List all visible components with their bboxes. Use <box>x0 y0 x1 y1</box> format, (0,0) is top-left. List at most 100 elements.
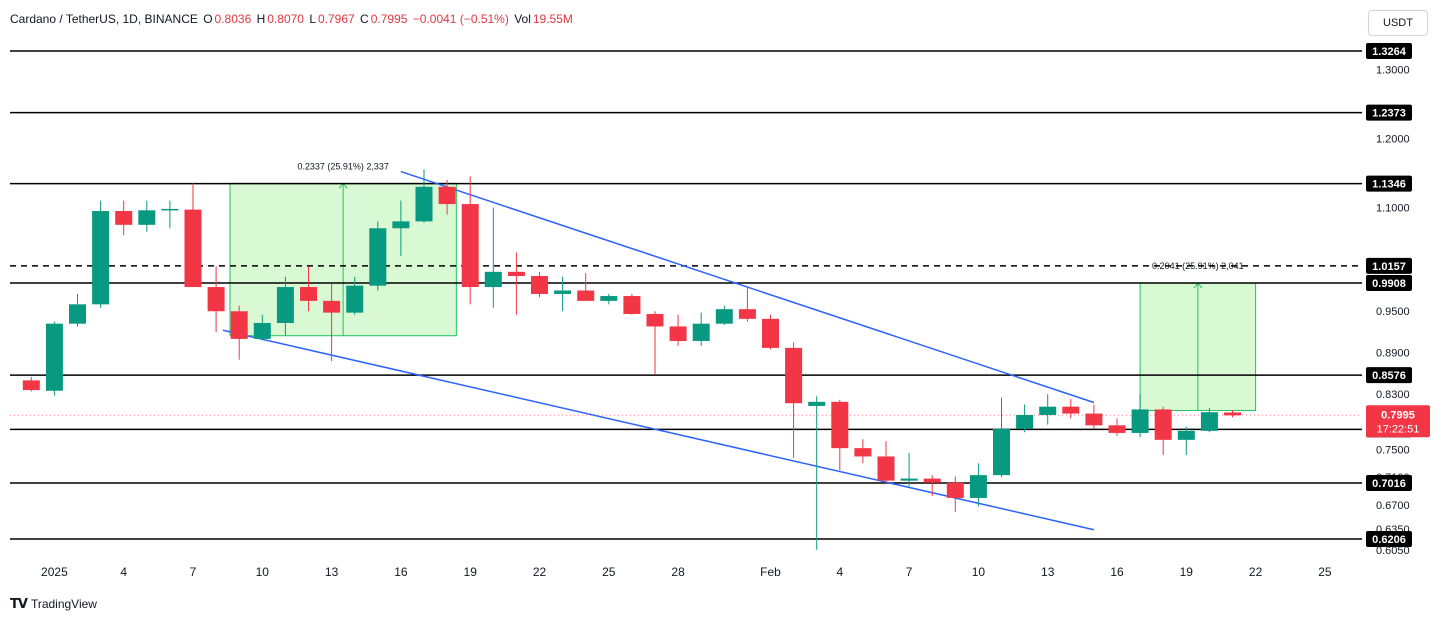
candle-body <box>738 309 756 319</box>
tradingview-logo[interactable]: 𝗧𝗩 TradingView <box>10 596 97 612</box>
x-tick-label: 28 <box>671 565 685 579</box>
y-tick-label: 1.2000 <box>1376 133 1410 145</box>
candle-body <box>300 287 317 301</box>
level-price-tag-text: 1.2373 <box>1372 108 1406 120</box>
symbol-title: Cardano / TetherUS, 1D, BINANCE <box>10 12 198 26</box>
level-price-tag <box>1366 43 1412 59</box>
level-price-tag <box>1366 531 1412 547</box>
candle-body <box>1131 409 1149 433</box>
close-value: 0.7995 <box>370 12 408 26</box>
candle-body <box>230 311 248 339</box>
candle-body <box>1224 412 1241 416</box>
candle-body <box>461 204 479 288</box>
candle-body <box>346 285 364 313</box>
candle-body <box>715 309 733 324</box>
level-price-tag-text: 1.0157 <box>1372 261 1406 273</box>
candle-body <box>207 287 225 312</box>
x-tick-label: 19 <box>464 565 478 579</box>
candle-body <box>1200 412 1218 431</box>
candle-body <box>993 428 1010 476</box>
level-price-tag <box>1366 175 1412 192</box>
candle-body <box>369 228 387 286</box>
candle-body <box>577 290 595 301</box>
candle-body <box>1039 406 1057 415</box>
level-price-tag <box>1366 474 1412 491</box>
candle-body <box>669 326 687 341</box>
candle-body <box>415 186 433 222</box>
candle-body <box>554 290 572 294</box>
level-price-tag-text: 0.8576 <box>1372 370 1406 382</box>
candle-body <box>22 380 40 391</box>
level-price-tag <box>1366 275 1412 292</box>
y-tick-label: 0.6050 <box>1376 545 1410 557</box>
open-label: O <box>203 12 213 26</box>
level-price-tag <box>1366 367 1412 384</box>
candles <box>22 169 1241 550</box>
change-value: −0.0041 (−0.51%) <box>412 12 509 26</box>
low-value: 0.7967 <box>318 12 355 26</box>
x-tick-label: 7 <box>190 565 197 579</box>
candle-body <box>600 296 618 301</box>
candle-body <box>69 304 86 324</box>
candle-body <box>115 210 133 225</box>
candle-body <box>184 209 202 288</box>
x-tick-label: 13 <box>325 565 339 579</box>
level-price-tag-text: 0.9908 <box>1372 278 1406 290</box>
candle-body <box>92 210 110 305</box>
x-tick-label: 10 <box>256 565 270 579</box>
current-price-tag-text: 0.7995 <box>1381 409 1415 421</box>
candle-body <box>854 448 872 457</box>
x-tick-label: 10 <box>972 565 986 579</box>
measure-range-label: 0.2337 (25.91%) 2,337 <box>297 161 389 171</box>
candle-body <box>692 323 710 341</box>
x-tick-label: 16 <box>1110 565 1124 579</box>
countdown-text: 17:22:51 <box>1377 423 1420 435</box>
y-tick-label: 0.8900 <box>1376 348 1410 360</box>
candle-body <box>438 186 456 205</box>
level-price-tag <box>1366 257 1412 274</box>
level-price-tag <box>1366 104 1412 121</box>
x-tick-label: Feb <box>760 565 781 579</box>
candle-body <box>45 323 63 391</box>
chart-header: Cardano / TetherUS, 1D, BINANCE O 0.8036 … <box>10 12 575 26</box>
candle-body <box>1016 414 1034 429</box>
candle-body <box>138 210 156 225</box>
price-tags: 1.32641.23731.13461.01570.99080.85760.77… <box>1366 43 1430 547</box>
x-tick-label: 13 <box>1041 565 1055 579</box>
candle-body <box>877 456 895 481</box>
y-tick-label: 1.3000 <box>1376 64 1410 76</box>
x-tick-label: 7 <box>906 565 913 579</box>
candle-body <box>253 323 271 339</box>
x-tick-label: 22 <box>533 565 547 579</box>
x-tick-label: 4 <box>120 565 127 579</box>
high-value: 0.8070 <box>267 12 304 26</box>
x-tick-label: 25 <box>1318 565 1332 579</box>
x-axis: 2025 4 7 10 13 16 19 22 25 28 Feb 4 7 10 13 16 19 22 25 <box>41 565 1332 579</box>
logo-text: TradingView <box>30 597 97 611</box>
candle-body <box>161 208 179 211</box>
candle-body <box>276 287 294 324</box>
candle-body <box>969 475 987 498</box>
volume-label: Vol <box>514 12 531 26</box>
x-tick-label: 16 <box>394 565 408 579</box>
high-label: H <box>256 12 266 26</box>
level-price-tag-text: 1.3264 <box>1372 46 1407 58</box>
candle-body <box>785 347 803 404</box>
current-price-tag <box>1366 405 1430 438</box>
low-label: L <box>309 12 316 26</box>
level-price-tag-text: 1.1346 <box>1372 179 1406 191</box>
candle-body <box>900 478 918 481</box>
candle-body <box>623 296 641 315</box>
tv-logo-icon: 𝗧𝗩 <box>10 596 28 611</box>
level-price-tag-text: 0.6206 <box>1372 534 1406 546</box>
candle-body <box>484 271 502 288</box>
candle-body <box>923 478 941 483</box>
candle-body <box>646 314 664 327</box>
measure-range-label: 0.2041 (25.91%) 2,041 <box>1152 261 1244 271</box>
currency-button[interactable]: USDT <box>1368 10 1428 36</box>
level-price-tag-text: 0.7016 <box>1372 478 1406 490</box>
close-label: C <box>360 12 369 26</box>
open-value: 0.8036 <box>214 12 252 26</box>
y-tick-label: 0.7500 <box>1376 445 1410 457</box>
